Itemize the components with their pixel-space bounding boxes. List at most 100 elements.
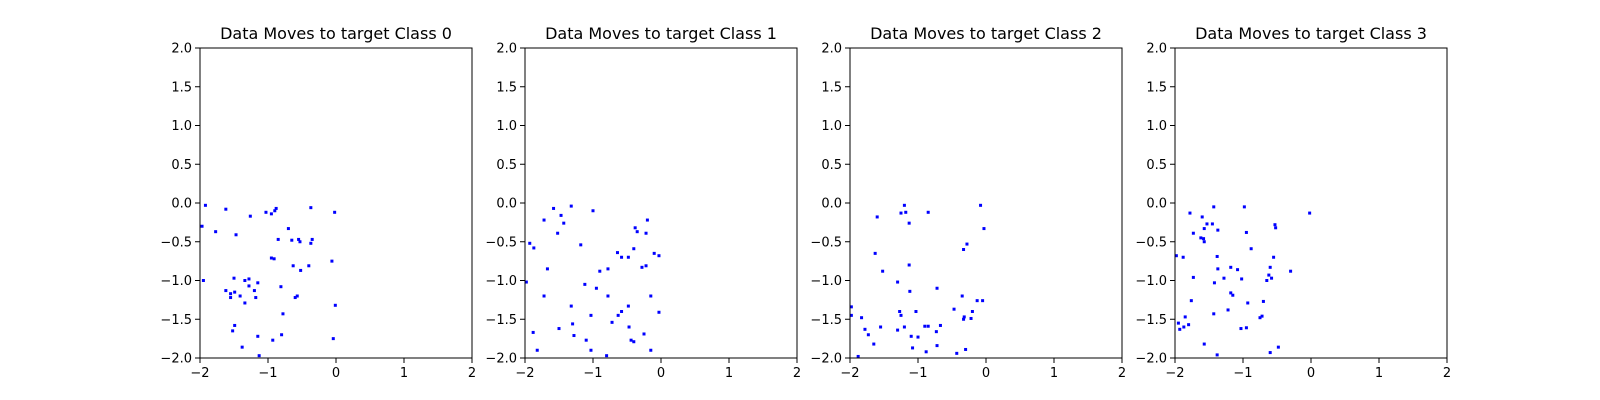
data-point	[896, 328, 900, 332]
plot-area	[1175, 48, 1447, 358]
data-point	[528, 241, 532, 245]
data-point	[1202, 240, 1206, 244]
data-point	[238, 294, 242, 298]
data-point	[627, 325, 631, 329]
subplot-class-2: Data Moves to target Class 2 −2 −1 0 1 2 2.0 1…	[810, 24, 1126, 381]
x-tick-label: −2	[840, 366, 859, 381]
data-point	[233, 323, 237, 327]
data-point	[1215, 254, 1219, 258]
data-point	[955, 351, 959, 355]
data-point	[1191, 231, 1195, 235]
data-point	[896, 280, 900, 284]
data-point	[626, 304, 630, 308]
chart-title: Data Moves to target Class 1	[545, 24, 777, 43]
data-point	[902, 203, 906, 207]
data-point	[640, 265, 644, 269]
data-point	[1215, 353, 1219, 357]
data-point	[1260, 314, 1264, 318]
data-point	[960, 294, 964, 298]
data-point	[1231, 293, 1235, 297]
data-point	[309, 206, 313, 210]
subplot-class-3: Data Moves to target Class 3 −2 −1 0 1 2 2.0 1…	[1135, 24, 1451, 381]
data-point	[899, 313, 903, 317]
data-point	[214, 230, 218, 234]
data-point	[981, 299, 985, 303]
data-point	[594, 286, 598, 290]
data-point	[873, 251, 877, 255]
data-point	[232, 276, 236, 280]
data-point	[273, 209, 277, 213]
data-point	[1249, 247, 1253, 251]
data-point	[644, 231, 648, 235]
data-point	[203, 203, 207, 207]
scatter-points	[849, 203, 986, 358]
data-point	[633, 226, 637, 230]
data-point	[535, 348, 539, 352]
data-point	[572, 334, 576, 338]
data-point	[310, 237, 314, 241]
data-point	[1183, 315, 1187, 319]
data-point	[649, 294, 653, 298]
data-point	[629, 338, 633, 342]
plot-area	[850, 48, 1122, 358]
data-point	[583, 282, 587, 286]
x-tick-label: 1	[400, 366, 408, 381]
data-point	[1239, 327, 1243, 331]
y-tick-label: 2.0	[821, 42, 842, 57]
data-point	[269, 256, 273, 260]
data-point	[1187, 323, 1191, 327]
data-point	[569, 304, 573, 308]
x-tick-label: −1	[1233, 366, 1252, 381]
y-tick-label: 2.0	[171, 42, 192, 57]
data-point	[1191, 275, 1195, 279]
data-point	[615, 251, 619, 255]
data-point	[557, 327, 561, 331]
data-point	[224, 289, 228, 293]
y-tick-label: −1.5	[810, 313, 842, 328]
data-point	[298, 240, 302, 244]
data-point	[233, 290, 237, 294]
y-tick-label: 2.0	[496, 42, 517, 57]
y-tick-label: 0.5	[496, 158, 517, 173]
data-point	[635, 230, 639, 234]
data-point	[1261, 299, 1265, 303]
data-point	[907, 263, 911, 267]
x-tick-label: 1	[1375, 366, 1383, 381]
data-point	[1268, 265, 1272, 269]
data-point	[1188, 211, 1192, 215]
data-point	[962, 317, 966, 321]
data-point	[904, 210, 908, 214]
data-point	[657, 254, 661, 258]
data-point	[297, 237, 301, 241]
data-point	[256, 281, 260, 285]
data-point	[293, 296, 297, 300]
data-point	[1205, 222, 1209, 226]
data-point	[532, 246, 536, 250]
y-tick-label: 1.0	[171, 119, 192, 134]
data-point	[856, 354, 860, 358]
data-point	[1308, 211, 1312, 215]
x-tick-label: −1	[583, 366, 602, 381]
data-point	[863, 327, 867, 331]
data-point	[1226, 308, 1230, 312]
data-point	[243, 301, 247, 305]
y-tick-label: −1.0	[485, 274, 517, 289]
data-point	[269, 212, 273, 216]
y-tick-label: 0.5	[1146, 158, 1167, 173]
y-tick-label: −2.0	[810, 352, 842, 367]
data-point	[243, 279, 247, 282]
data-point	[1189, 299, 1193, 303]
data-point	[606, 267, 610, 271]
data-point	[1265, 279, 1269, 282]
data-point	[649, 348, 653, 352]
data-point	[562, 221, 566, 225]
x-tick-label: −2	[515, 366, 534, 381]
data-point	[257, 354, 261, 358]
x-tick-label: −2	[1165, 366, 1184, 381]
data-point	[866, 333, 870, 337]
y-tick-label: −2.0	[160, 352, 192, 367]
data-point	[935, 344, 939, 348]
data-point	[1202, 237, 1206, 241]
data-point	[1210, 222, 1214, 226]
subplot-class-1: Data Moves to target Class 1 −2 −1 0 1 2 2.0 1…	[485, 24, 801, 381]
